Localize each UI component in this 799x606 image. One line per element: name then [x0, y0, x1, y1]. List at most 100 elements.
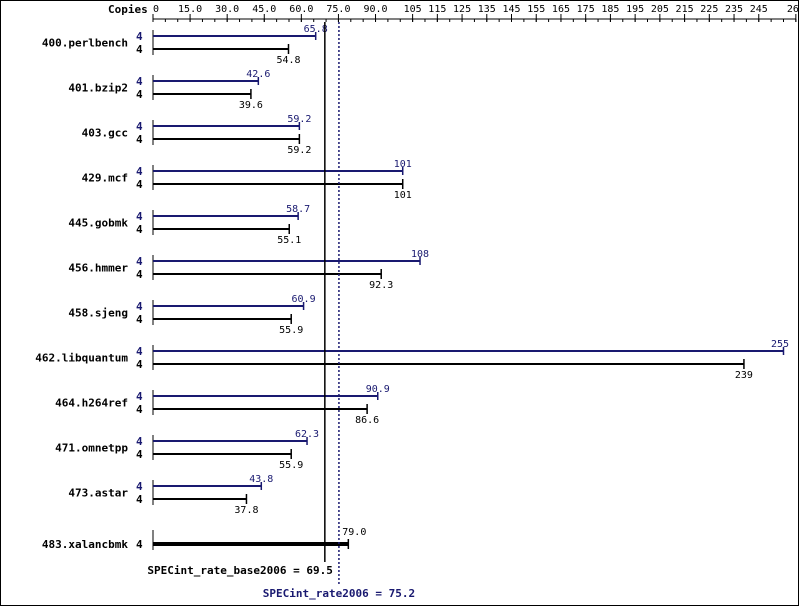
peak-value-label: 59.2 — [287, 114, 311, 125]
peak-copies-label: 4 — [136, 120, 143, 133]
base-copies-label: 4 — [136, 313, 143, 326]
base-copies-label: 4 — [136, 43, 143, 56]
x-tick-label: 195 — [626, 4, 644, 15]
benchmark-label: 473.astar — [68, 487, 128, 500]
x-tick-label: 30.0 — [215, 4, 239, 15]
peak-value-label: 255 — [771, 339, 789, 350]
x-tick-label: 165 — [552, 4, 570, 15]
benchmark-label: 458.sjeng — [68, 307, 128, 320]
base-value-label: 79.0 — [342, 527, 366, 538]
x-tick-label: 15.0 — [178, 4, 202, 15]
x-tick-label: 235 — [725, 4, 743, 15]
benchmark-row: 456.hmmer 4 108 4 92.3 — [68, 249, 429, 291]
benchmark-row: 473.astar 4 43.8 4 37.8 — [68, 474, 273, 516]
peak-copies-label: 4 — [136, 300, 143, 313]
benchmark-row: 464.h264ref 4 90.9 4 86.6 — [55, 384, 390, 426]
benchmark-label: 400.perlbench — [42, 37, 128, 50]
benchmark-row: 401.bzip2 4 42.6 4 39.6 — [68, 69, 270, 111]
peak-value-label: 65.8 — [304, 24, 328, 35]
peak-value-label: 90.9 — [366, 384, 390, 395]
x-tick-label: 105 — [404, 4, 422, 15]
x-tick-label: 45.0 — [252, 4, 276, 15]
x-tick-label: 155 — [527, 4, 545, 15]
peak-copies-label: 4 — [136, 390, 143, 403]
peak-value-label: 101 — [394, 159, 412, 170]
peak-copies-label: 4 — [136, 75, 143, 88]
x-tick-label: 125 — [453, 4, 471, 15]
base-copies-label: 4 — [136, 403, 143, 416]
peak-copies-label: 4 — [136, 480, 143, 493]
peak-copies-label: 4 — [136, 255, 143, 268]
x-tick-label: 185 — [601, 4, 619, 15]
benchmark-row: 445.gobmk 4 58.7 4 55.1 — [68, 204, 310, 246]
benchmark-label: 429.mcf — [82, 172, 128, 185]
peak-summary-label: SPECint_rate2006 = 75.2 — [263, 587, 415, 600]
base-value-label: 54.8 — [276, 55, 300, 66]
x-tick-label: 175 — [577, 4, 595, 15]
peak-value-label: 108 — [411, 249, 429, 260]
peak-copies-label: 4 — [136, 210, 143, 223]
base-value-label: 39.6 — [239, 100, 263, 111]
base-value-label: 55.9 — [279, 460, 303, 471]
base-value-label: 55.9 — [279, 325, 303, 336]
x-tick-label: 260 — [787, 4, 799, 15]
benchmark-row: 429.mcf 4 101 4 101 — [82, 159, 412, 201]
base-value-label: 101 — [394, 190, 412, 201]
base-value-label: 55.1 — [277, 235, 301, 246]
copies-header: Copies — [108, 3, 148, 16]
base-copies-label: 4 — [136, 133, 143, 146]
peak-value-label: 43.8 — [249, 474, 273, 485]
base-value-label: 239 — [735, 370, 753, 381]
peak-value-label: 58.7 — [286, 204, 310, 215]
benchmark-label: 471.omnetpp — [55, 442, 128, 455]
peak-copies-label: 4 — [136, 165, 143, 178]
x-tick-label: 60.0 — [289, 4, 313, 15]
base-copies-label: 4 — [136, 448, 143, 461]
base-summary-label: SPECint_rate_base2006 = 69.5 — [147, 564, 332, 577]
benchmark-label: 462.libquantum — [35, 352, 128, 365]
x-tick-label: 225 — [700, 4, 718, 15]
benchmark-row: 462.libquantum 4 255 4 239 — [35, 339, 789, 381]
bars: 400.perlbench 4 65.8 4 54.8 401.bzip2 4 42.6 4 39… — [35, 24, 789, 551]
base-value-label: 37.8 — [234, 505, 258, 516]
x-tick-label: 75.0 — [326, 4, 350, 15]
x-tick-label: 115 — [428, 4, 446, 15]
base-copies-label: 4 — [136, 493, 143, 506]
benchmark-row: 483.xalancbmk 4 79.0 — [42, 527, 366, 551]
base-copies-label: 4 — [136, 358, 143, 371]
peak-copies-label: 4 — [136, 435, 143, 448]
base-value-label: 92.3 — [369, 280, 393, 291]
x-tick-label: 145 — [502, 4, 520, 15]
peak-value-label: 60.9 — [292, 294, 316, 305]
benchmark-label: 401.bzip2 — [68, 82, 128, 95]
reference-lines: SPECint_rate_base2006 = 69.5 SPECint_rate… — [147, 22, 415, 600]
x-axis: 0 15.0 30.0 45.0 60.0 75.0 90.0 105 115 125 135 145… — [152, 4, 799, 22]
x-tick-label: 0 — [153, 4, 159, 15]
base-copies-label: 4 — [136, 223, 143, 236]
benchmark-row: 458.sjeng 4 60.9 4 55.9 — [68, 294, 315, 336]
base-value-label: 59.2 — [287, 145, 311, 156]
benchmark-label: 483.xalancbmk — [42, 538, 128, 551]
peak-value-label: 42.6 — [246, 69, 270, 80]
base-copies-label: 4 — [136, 178, 143, 191]
benchmark-row: 471.omnetpp 4 62.3 4 55.9 — [55, 429, 319, 471]
benchmark-label: 445.gobmk — [68, 217, 128, 230]
benchmark-label: 403.gcc — [82, 127, 128, 140]
base-copies-label: 4 — [136, 88, 143, 101]
base-copies-label: 4 — [136, 268, 143, 281]
base-value-label: 86.6 — [355, 415, 379, 426]
x-tick-label: 90.0 — [363, 4, 387, 15]
benchmark-row: 400.perlbench 4 65.8 4 54.8 — [42, 24, 328, 66]
x-tick-label: 135 — [478, 4, 496, 15]
peak-value-label: 62.3 — [295, 429, 319, 440]
base-copies-label: 4 — [136, 538, 143, 551]
peak-copies-label: 4 — [136, 30, 143, 43]
x-tick-label: 205 — [651, 4, 669, 15]
peak-copies-label: 4 — [136, 345, 143, 358]
benchmark-label: 464.h264ref — [55, 397, 128, 410]
x-tick-label: 215 — [676, 4, 694, 15]
benchmark-label: 456.hmmer — [68, 262, 128, 275]
